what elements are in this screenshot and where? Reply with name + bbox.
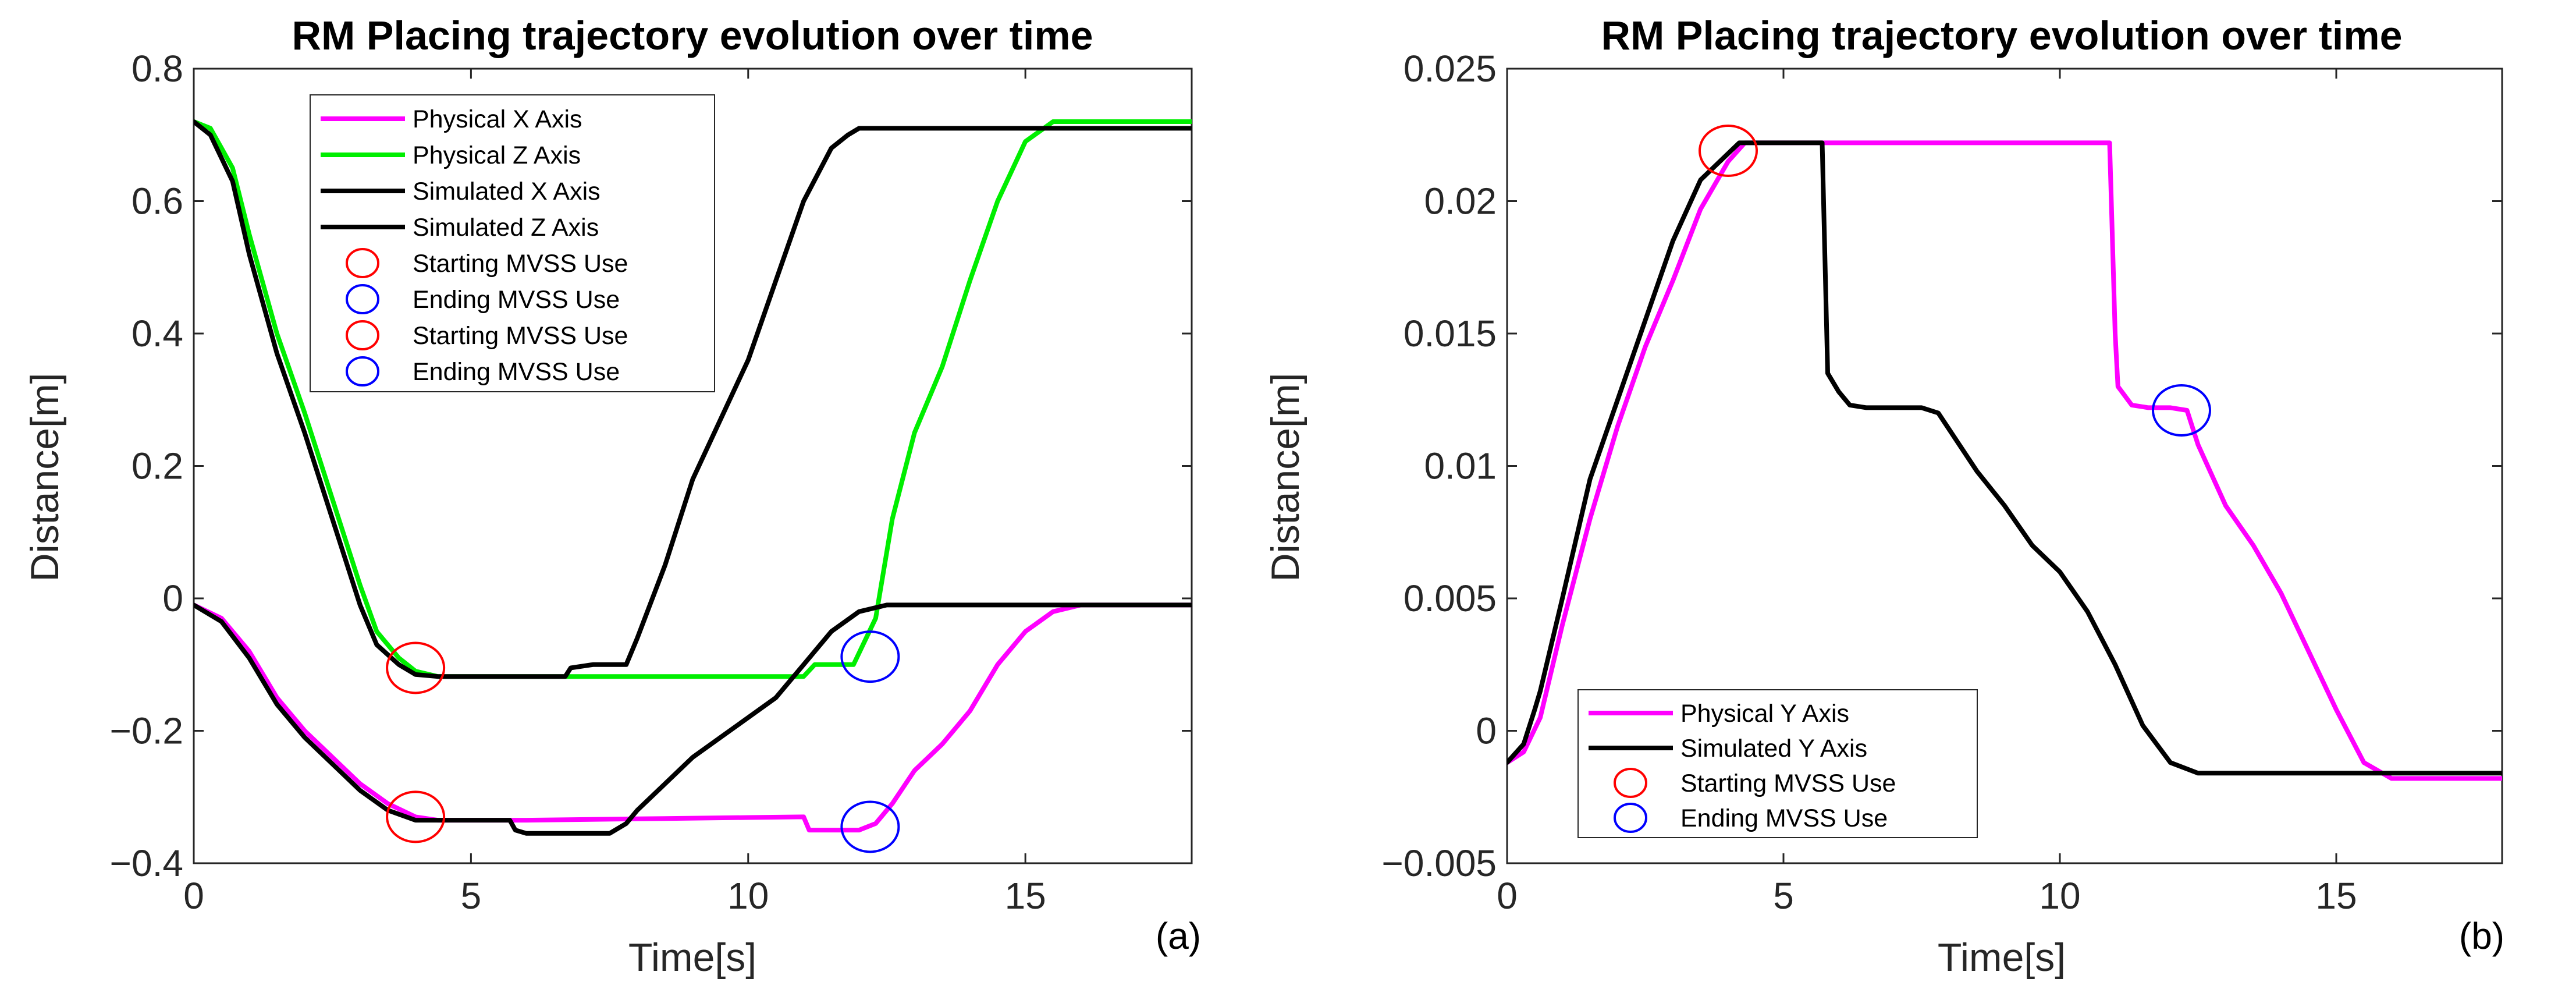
chart-a-marker-ending-mvss-use <box>840 800 900 853</box>
chart-b-xlabel: Time[s] <box>1938 935 2066 980</box>
chart-a-xtick-label: 0 <box>183 875 204 917</box>
chart-a-ytick-label: 0 <box>162 577 183 619</box>
chart-a-xtick-label: 5 <box>461 875 482 917</box>
chart-b-ylabel: Distance[m] <box>1263 373 1307 582</box>
chart-b-ytick-label: −0.005 <box>1381 842 1497 884</box>
chart-panel-a: RM Placing trajectory evolution over tim… <box>23 13 1201 980</box>
chart-a-line-simulated-x-axis <box>194 602 1192 836</box>
chart-b-xtick-label: 15 <box>2315 875 2357 917</box>
chart-b-legend-label-starting-mvss-use: Starting MVSS Use <box>1680 769 1896 797</box>
chart-b-marker-starting-mvss-use <box>1699 125 1758 178</box>
chart-a-line-physical-x-axis <box>194 602 1192 833</box>
chart-b-legend-label-simulated-y-axis: Simulated Y Axis <box>1680 735 1867 763</box>
chart-a-xtick-label: 10 <box>727 875 769 917</box>
chart-a-legend-box <box>310 94 715 392</box>
chart-a-legend-label-ending-mvss-use: Ending MVSS Use <box>413 286 620 314</box>
chart-b-ytick-label: 0.02 <box>1424 180 1497 222</box>
chart-b-line-physical-y-axis <box>1507 140 2502 781</box>
chart-b-xtick-label: 0 <box>1497 875 1518 917</box>
chart-a-panel-label: (a) <box>1156 915 1201 957</box>
chart-b-legend-label-physical-y-axis: Physical Y Axis <box>1680 700 1849 728</box>
chart-b-legend-swatch-starting-mvss-use <box>1614 768 1647 798</box>
chart-b-legend: Physical Y Axis Simulated Y Axis Starting … <box>1577 689 1978 838</box>
chart-a-legend: Physical X Axis Physical Z Axis Simulated … <box>310 94 715 392</box>
chart-a-legend-swatch-starting-mvss-use <box>346 248 379 278</box>
chart-a-marker-starting-mvss-use <box>386 641 446 694</box>
chart-b-ytick-label: 0.025 <box>1404 48 1497 90</box>
chart-b-series-group <box>1507 140 2502 781</box>
chart-a-ytick-label: 0.4 <box>132 313 183 354</box>
chart-a-xlabel: Time[s] <box>628 935 756 980</box>
chart-b-xtick-label: 5 <box>1773 875 1794 917</box>
chart-a-legend-label-physical-x-axis: Physical X Axis <box>413 105 582 133</box>
chart-a-ylabel: Distance[m] <box>23 373 67 582</box>
chart-a-xtick-label: 15 <box>1005 875 1046 917</box>
chart-a-line-simulated-z-axis <box>194 119 1192 679</box>
chart-b-ytick-label: 0.005 <box>1404 577 1497 619</box>
chart-a-legend-label-ending-mvss-use: Ending MVSS Use <box>413 358 620 386</box>
chart-a-legend-swatch-ending-mvss-use <box>346 284 379 314</box>
chart-b-ytick-label: 0 <box>1476 710 1497 752</box>
chart-a-ytick-label: 0.6 <box>132 180 183 222</box>
chart-b-line-simulated-y-axis <box>1507 140 2502 776</box>
chart-b-legend-swatch-ending-mvss-use <box>1614 803 1647 833</box>
chart-a-line-physical-z-axis <box>194 119 1192 679</box>
chart-a-ytick-label: 0.8 <box>132 48 183 90</box>
chart-b-marker-ending-mvss-use <box>2152 384 2211 437</box>
chart-a-legend-swatch-starting-mvss-use <box>346 320 379 350</box>
chart-a-legend-label-simulated-x-axis: Simulated X Axis <box>413 178 601 205</box>
chart-b-ytick-label: 0.01 <box>1424 445 1497 487</box>
chart-a-legend-label-physical-z-axis: Physical Z Axis <box>413 141 581 169</box>
chart-b-xtick-label: 10 <box>2039 875 2080 917</box>
chart-a-legend-label-starting-mvss-use: Starting MVSS Use <box>413 250 628 278</box>
chart-a-marker-starting-mvss-use <box>386 790 446 843</box>
chart-a-ytick-label: −0.4 <box>110 842 183 884</box>
chart-a-legend-label-simulated-z-axis: Simulated Z Axis <box>413 214 599 242</box>
chart-b-title: RM Placing trajectory evolution over tim… <box>1601 13 2403 58</box>
chart-b-panel-label: (b) <box>2459 915 2504 957</box>
chart-a-marker-ending-mvss-use <box>840 630 900 683</box>
chart-panel-b: RM Placing trajectory evolution over tim… <box>1263 13 2504 980</box>
chart-a-ytick-label: −0.2 <box>110 710 183 752</box>
chart-b-ytick-label: 0.015 <box>1404 313 1497 354</box>
chart-a-title: RM Placing trajectory evolution over tim… <box>292 13 1093 58</box>
chart-a-ytick-label: 0.2 <box>132 445 183 487</box>
chart-a-legend-swatch-ending-mvss-use <box>346 356 379 386</box>
chart-a-series-group <box>194 119 1192 836</box>
chart-b-legend-label-ending-mvss-use: Ending MVSS Use <box>1680 804 1888 832</box>
chart-a-legend-label-starting-mvss-use: Starting MVSS Use <box>413 322 628 350</box>
